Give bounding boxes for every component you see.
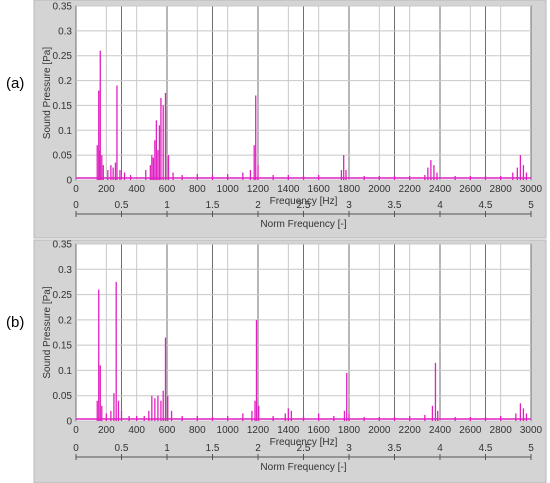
x-tick-label: 2000 xyxy=(368,184,391,195)
x-tick-label: 800 xyxy=(189,425,206,436)
x-tick-label: 2600 xyxy=(459,425,482,436)
x2-tick-label: 1 xyxy=(164,443,170,454)
x-tick-label: 2000 xyxy=(368,425,391,436)
x2-tick-label: 0 xyxy=(73,443,79,454)
y-tick-label: 0 xyxy=(66,176,72,187)
y-tick-label: 0.15 xyxy=(53,341,73,352)
x-tick-label: 400 xyxy=(128,184,145,195)
x-tick-label: 2400 xyxy=(429,425,452,436)
y-tick-label: 0.35 xyxy=(53,240,73,251)
y-tick-label: 0.15 xyxy=(53,101,73,112)
x-tick-label: 600 xyxy=(159,184,176,195)
x2-tick-label: 2.5 xyxy=(297,200,311,211)
x2-tick-label: 3 xyxy=(346,200,352,211)
y-tick-label: 0.2 xyxy=(58,315,72,326)
x2-tick-label: 4 xyxy=(437,443,443,454)
x2-tick-label: 0.5 xyxy=(115,200,129,211)
y-tick-label: 0.35 xyxy=(53,2,73,13)
x-axis-title: Frequency [Hz] xyxy=(270,196,338,207)
y-tick-label: 0.2 xyxy=(58,76,72,87)
y-tick-label: 0.1 xyxy=(58,126,72,137)
x2-tick-label: 3.5 xyxy=(388,200,402,211)
panel-b-label: (b) xyxy=(6,314,25,331)
y-tick-label: 0.3 xyxy=(58,26,72,37)
y-tick-label: 0 xyxy=(66,417,72,428)
x-tick-label: 1000 xyxy=(217,425,240,436)
x-tick-label: 0 xyxy=(73,425,79,436)
x-tick-label: 1600 xyxy=(308,184,331,195)
x2-tick-label: 2 xyxy=(255,443,261,454)
x-tick-label: 600 xyxy=(159,425,176,436)
x-tick-label: 2200 xyxy=(399,425,422,436)
x-tick-label: 3000 xyxy=(520,184,543,195)
y-tick-label: 0.05 xyxy=(53,391,73,402)
x2-tick-label: 0 xyxy=(73,200,79,211)
x-tick-label: 1400 xyxy=(277,184,300,195)
y-tick-label: 0.05 xyxy=(53,151,73,162)
x2-tick-label: 5 xyxy=(528,443,534,454)
x-tick-label: 1800 xyxy=(338,184,361,195)
x-tick-label: 3000 xyxy=(520,425,543,436)
x2-axis-title: Norm Frequency [-] xyxy=(260,219,346,230)
x2-tick-label: 4 xyxy=(437,200,443,211)
x-tick-label: 200 xyxy=(98,425,115,436)
y-tick-label: 0.1 xyxy=(58,366,72,377)
x-tick-label: 1800 xyxy=(338,425,361,436)
x2-tick-label: 4.5 xyxy=(479,200,493,211)
x2-tick-label: 3 xyxy=(346,443,352,454)
panel-a-label: (a) xyxy=(6,75,25,92)
x-tick-label: 1400 xyxy=(277,425,300,436)
x2-tick-label: 5 xyxy=(528,200,534,211)
x-axis-title: Frequency [Hz] xyxy=(270,437,338,448)
x-tick-label: 2800 xyxy=(490,425,513,436)
y-tick-label: 0.25 xyxy=(53,51,73,62)
x2-axis-title: Norm Frequency [-] xyxy=(260,462,346,473)
x-tick-label: 200 xyxy=(98,184,115,195)
x-tick-label: 2400 xyxy=(429,184,452,195)
x-tick-label: 800 xyxy=(189,184,206,195)
x-tick-label: 1000 xyxy=(217,184,240,195)
x-tick-label: 2600 xyxy=(459,184,482,195)
x2-tick-label: 1.5 xyxy=(206,200,220,211)
x2-tick-label: 0.5 xyxy=(115,443,129,454)
x2-tick-label: 2.5 xyxy=(297,443,311,454)
x-tick-label: 2200 xyxy=(399,184,422,195)
x-tick-label: 1600 xyxy=(308,425,331,436)
x-tick-label: 1200 xyxy=(247,425,270,436)
x-tick-label: 400 xyxy=(128,425,145,436)
x-tick-label: 2800 xyxy=(490,184,513,195)
x2-tick-label: 1.5 xyxy=(206,443,220,454)
x2-tick-label: 3.5 xyxy=(388,443,402,454)
y-axis-title: Sound Pressure [Pa] xyxy=(42,286,53,378)
x-tick-label: 1200 xyxy=(247,184,270,195)
y-axis-title: Sound Pressure [Pa] xyxy=(42,47,53,139)
x-tick-label: 0 xyxy=(73,184,79,195)
y-tick-label: 0.3 xyxy=(58,265,72,276)
y-tick-label: 0.25 xyxy=(53,290,73,301)
x2-tick-label: 4.5 xyxy=(479,443,493,454)
x2-tick-label: 2 xyxy=(255,200,261,211)
x2-tick-label: 1 xyxy=(164,200,170,211)
